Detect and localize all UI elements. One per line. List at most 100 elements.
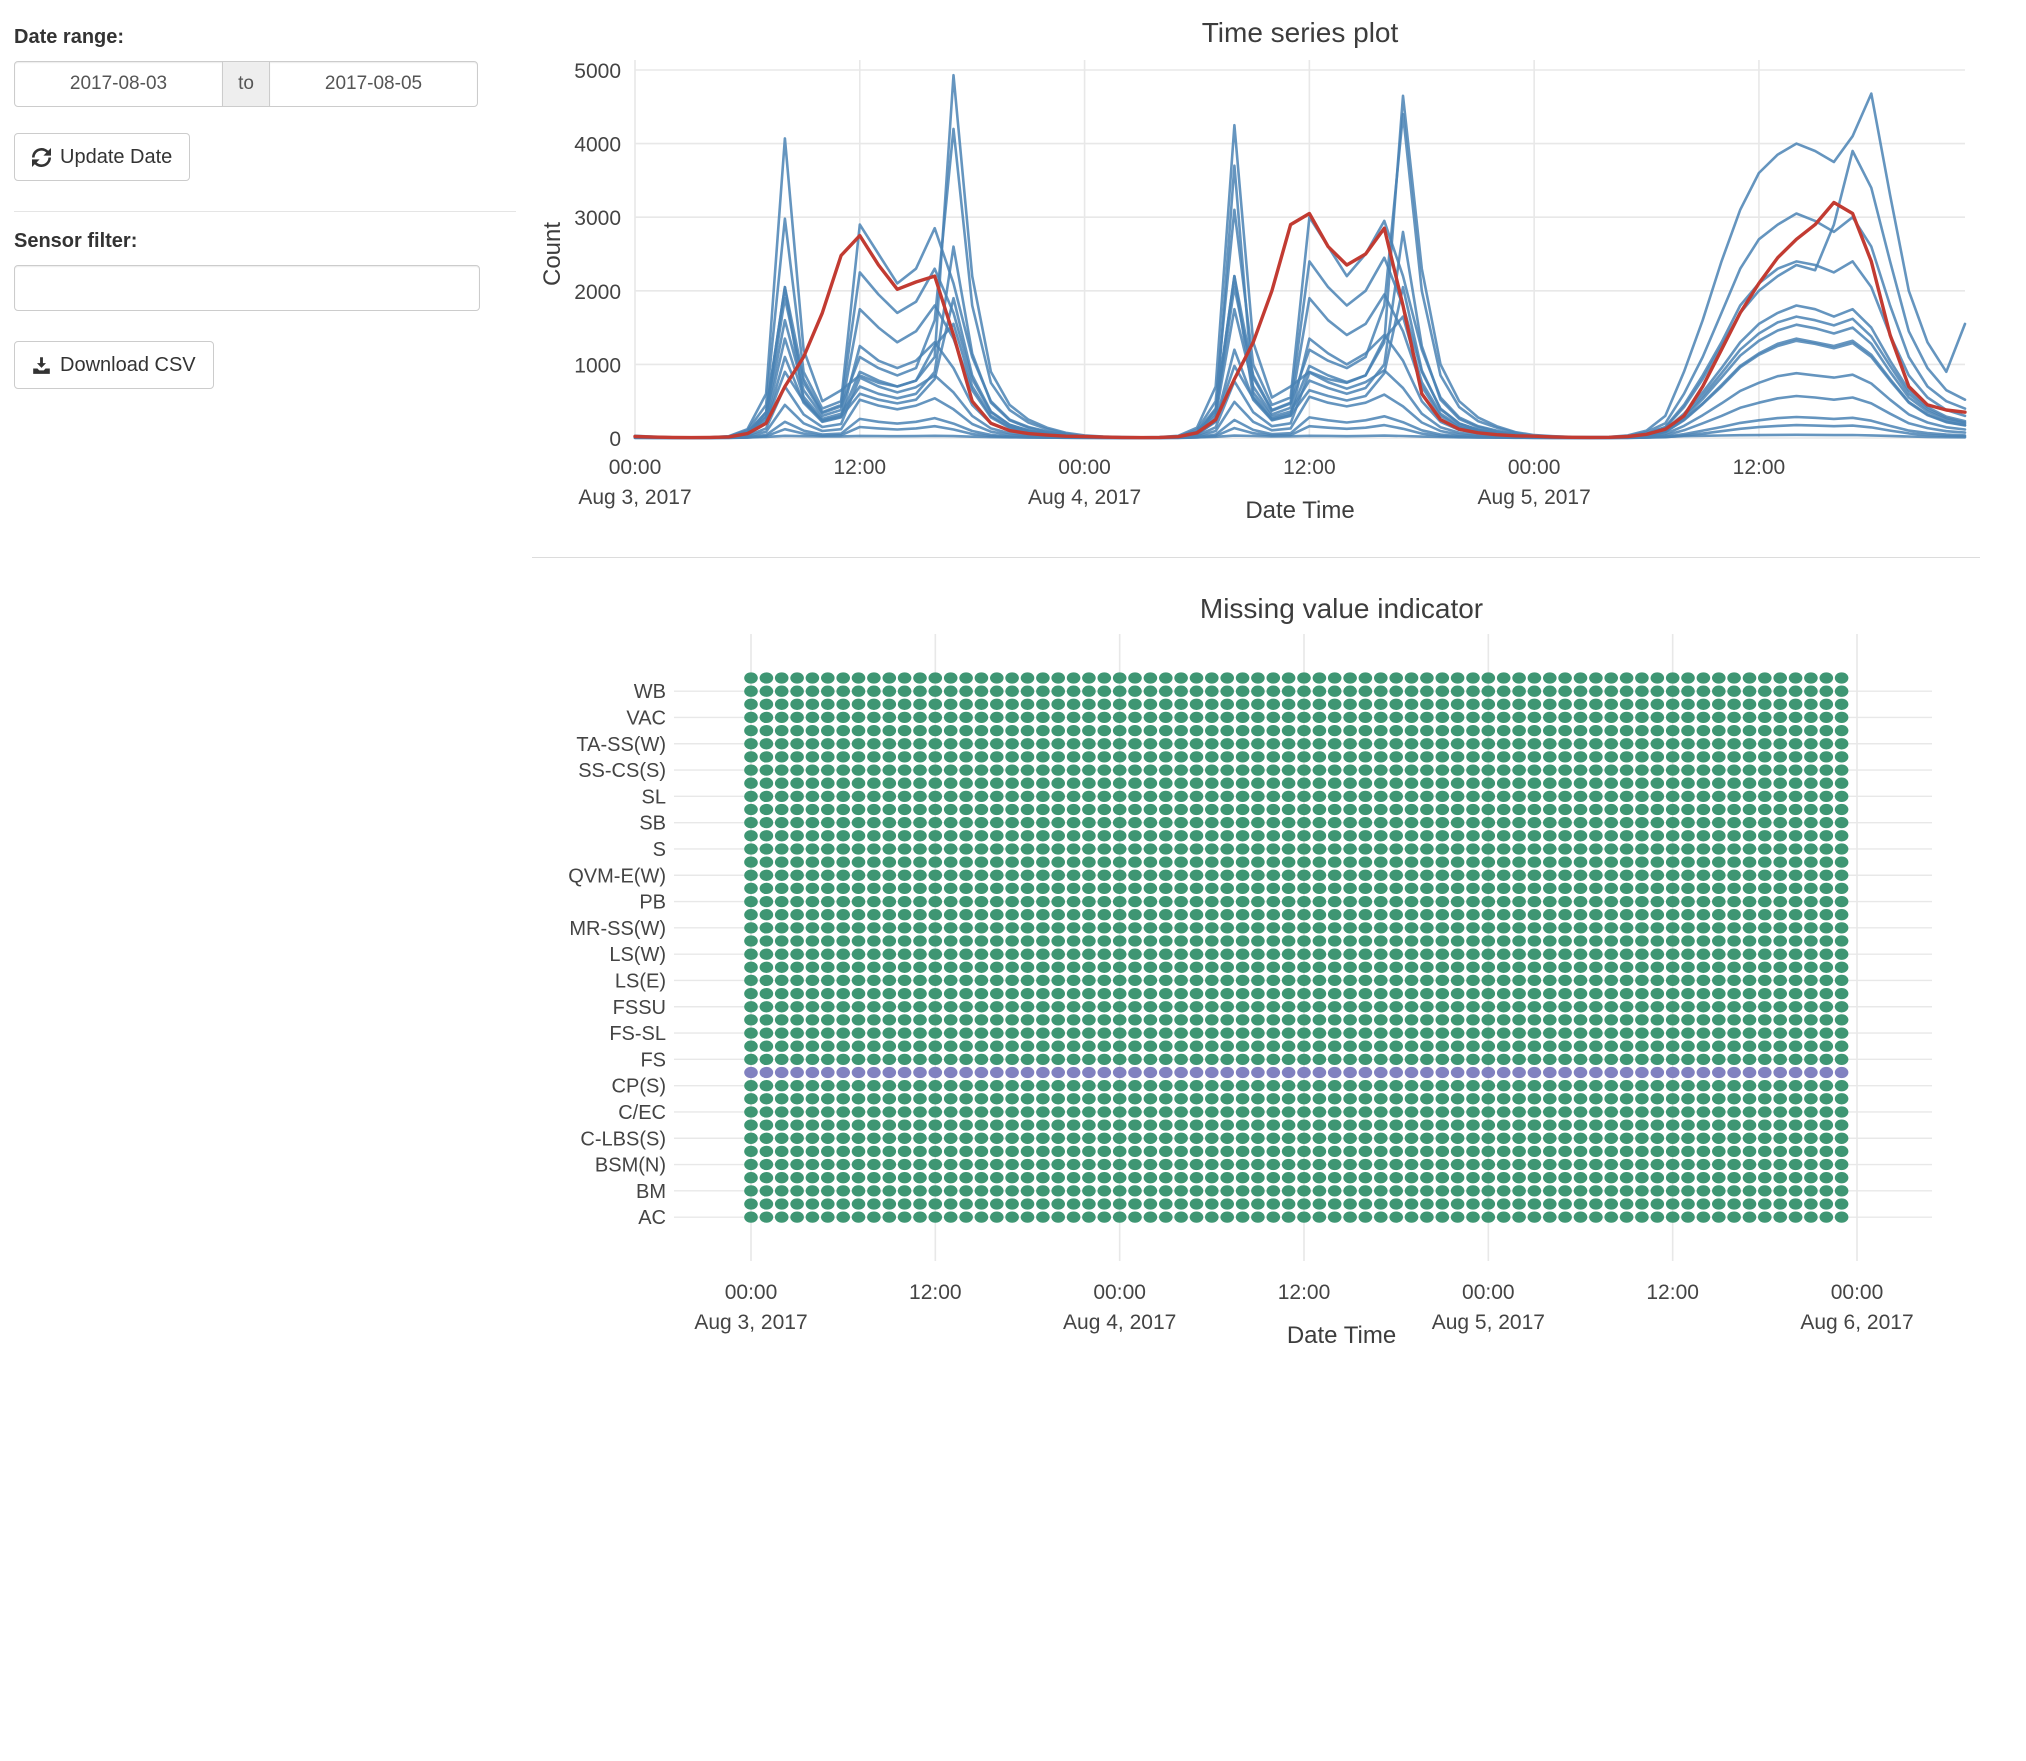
dot-row-FS [744,1053,1849,1066]
dot-row-FSSU [744,1001,1849,1013]
download-csv-button-label: Download CSV [60,353,196,376]
dot-row [744,935,1849,947]
dot-row [744,830,1849,842]
series-line [633,164,1967,440]
update-date-button[interactable]: Update Date [14,133,191,181]
mv-y-tick-label: FSSU [613,997,666,1019]
mv-x-axis-title: Date Time [1287,1322,1396,1349]
date-range-label: Date range: [14,26,125,48]
mv-y-tick-label: AC [638,1207,666,1229]
missing-value-chart[interactable]: WB VAC TA-SS(W) SS-CS(S) SL SB S QVM-E(W) PB MR-S… [530,566,1980,1756]
mv-x-tick-label: 00:00 [1462,1281,1515,1304]
date-range-to-separator: to [223,61,269,107]
date-range-input-group: to [14,61,516,107]
dot-row-AC [744,1211,1849,1223]
dot-row-WB [744,685,1849,697]
dot-row-VAC [744,711,1849,724]
mv-x-tick-label: 12:00 [1646,1281,1699,1304]
mv-x-date-label: Aug 3, 2017 [694,1311,807,1334]
date-to-input[interactable] [269,61,478,107]
dot-row [744,698,1849,710]
dot-row [744,1014,1849,1026]
mv-y-tick-label: WB [634,681,666,703]
ts-x-date-label: Aug 3, 2017 [578,486,691,509]
dot-row [744,882,1849,895]
dot-row-SS-CS(S) [744,764,1849,776]
mv-x-date-label: Aug 4, 2017 [1063,1311,1176,1334]
date-from-input[interactable] [14,61,223,107]
ts-x-date-label: Aug 5, 2017 [1478,486,1591,509]
mv-y-tick-label: QVM-E(W) [568,865,666,887]
dot-row-QVM-E(W) [744,869,1849,881]
mv-y-tick-label: FS [640,1049,666,1071]
series-line [633,73,1967,439]
sensor-filter-input[interactable] [14,265,480,311]
dot-row-LS(W) [744,948,1849,960]
ts-x-tick-label: 00:00 [1508,456,1561,479]
highlighted-series-line [633,200,1967,440]
download-csv-button[interactable]: Download CSV [14,341,214,389]
ts-chart-title: Time series plot [1202,17,1399,48]
dot-row-FS-SL [744,1027,1849,1039]
mv-x-tick-label: 12:00 [909,1281,962,1304]
dot-row-SB [744,816,1849,829]
dot-row-CP(S) [744,1080,1849,1092]
dot-row [744,672,1849,684]
series-line [633,414,1967,440]
update-date-button-label: Update Date [60,145,173,168]
series-line [633,208,1967,439]
ts-axes: 0 1000 2000 3000 4000 5000 00:00 Aug 3, 2017 12:… [539,17,1785,524]
time-series-chart[interactable]: 0 1000 2000 3000 4000 5000 00:00 Aug 3, 2017 12:… [530,0,1980,546]
series-line [633,293,1967,440]
dot-row [744,909,1849,921]
dot-row-BSM(N) [744,1158,1849,1171]
mv-y-tick-label: LS(W) [609,944,666,966]
sidebar-divider [14,211,516,212]
main-content: 0 1000 2000 3000 4000 5000 00:00 Aug 3, 2017 12:… [530,0,2026,1761]
dot-row [744,856,1849,868]
ts-x-tick-label: 12:00 [1733,456,1786,479]
series-line [633,274,1967,440]
mv-x-tick-label: 00:00 [1093,1281,1146,1304]
refresh-icon [32,147,51,167]
time-series-section: 0 1000 2000 3000 4000 5000 00:00 Aug 3, 2017 12:… [530,0,1980,551]
mv-y-tick-label: LS(E) [615,970,666,992]
dot-row [744,1145,1849,1158]
ts-y-tick-label: 1000 [574,354,621,377]
dot-row [744,724,1849,737]
mv-y-tick-label: PB [639,892,666,914]
series-line [633,393,1967,440]
dot-row-SL [744,790,1849,803]
dot-row [744,751,1849,763]
dot-row [744,961,1849,973]
ts-x-tick-label: 00:00 [609,456,662,479]
mv-y-tick-label: SL [642,786,666,808]
mv-y-tick-label: VAC [626,707,666,729]
dot-row-LS(E) [744,974,1849,987]
mv-y-tick-label: TA-SS(W) [576,734,666,756]
mv-x-date-label: Aug 6, 2017 [1800,1311,1913,1334]
mv-x-tick-label: 00:00 [725,1281,778,1304]
missing-value-section: WB VAC TA-SS(W) SS-CS(S) SL SB S QVM-E(W) PB MR-S… [530,566,1980,1761]
mv-dot-grid [744,672,1849,1223]
series-line [633,256,1967,439]
ts-x-axis-title: Date Time [1245,497,1354,524]
dot-row-PB [744,895,1849,908]
ts-y-tick-label: 3000 [574,207,621,230]
mv-axes: WB VAC TA-SS(W) SS-CS(S) SL SB S QVM-E(W) PB MR-S… [568,593,1913,1349]
ts-x-tick-label: 00:00 [1058,456,1111,479]
dot-row-BM [744,1185,1849,1197]
dot-row-S [744,843,1849,855]
sensor-filter-label: Sensor filter: [14,230,138,252]
mv-y-tick-label: SS-CS(S) [578,760,666,782]
ts-x-tick-label: 12:00 [834,456,887,479]
dot-row [744,1198,1849,1210]
dot-row-TA-SS(W) [744,738,1849,750]
dot-row [744,1066,1849,1079]
series-line [633,315,1967,440]
mv-y-tick-label: BSM(N) [595,1155,666,1177]
charts-divider [532,557,1980,558]
mv-y-tick-label: BM [636,1181,666,1203]
dot-row [744,1119,1849,1131]
